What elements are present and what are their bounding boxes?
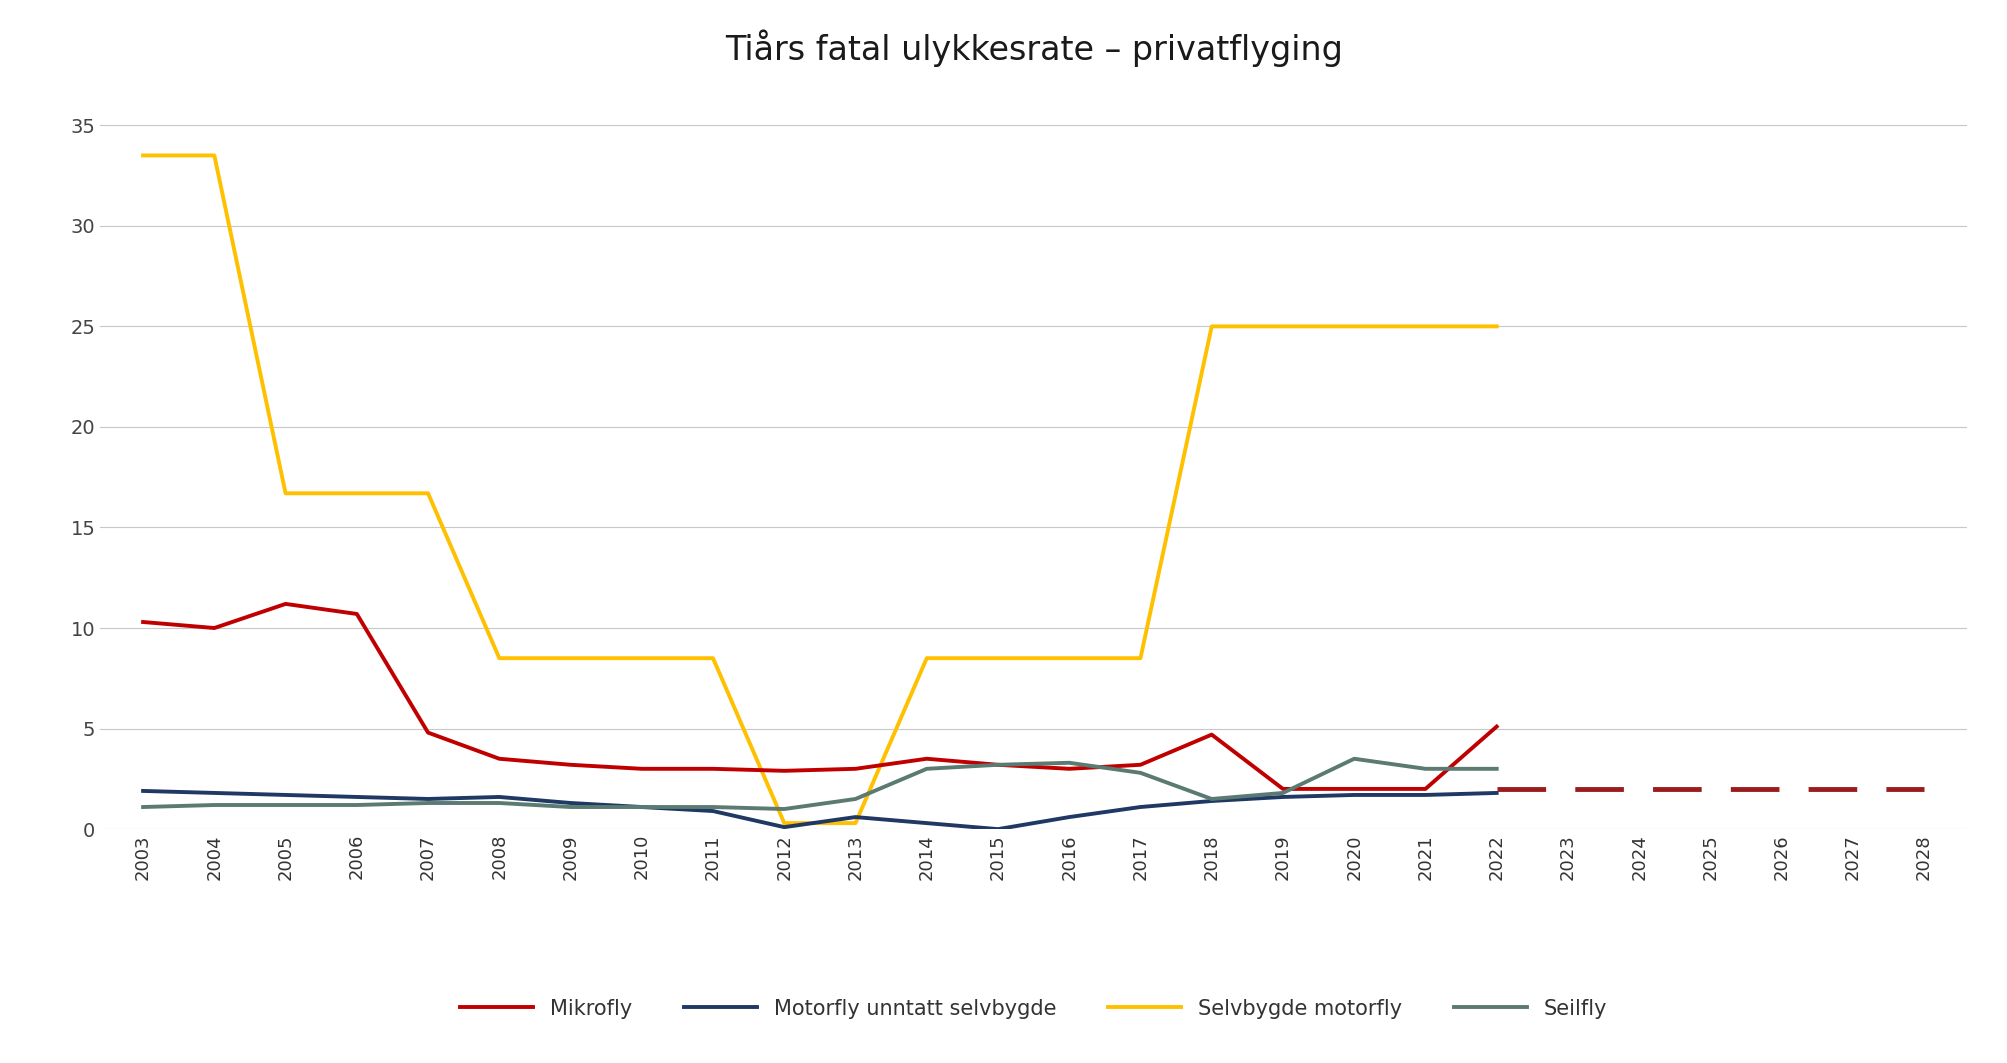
Title: Tiårs fatal ulykkesrate – privatflyging: Tiårs fatal ulykkesrate – privatflyging bbox=[725, 30, 1343, 67]
Legend: Mikrofly, Motorfly unntatt selvbygde, Selvbygde motorfly, Seilfly: Mikrofly, Motorfly unntatt selvbygde, Se… bbox=[452, 991, 1616, 1027]
